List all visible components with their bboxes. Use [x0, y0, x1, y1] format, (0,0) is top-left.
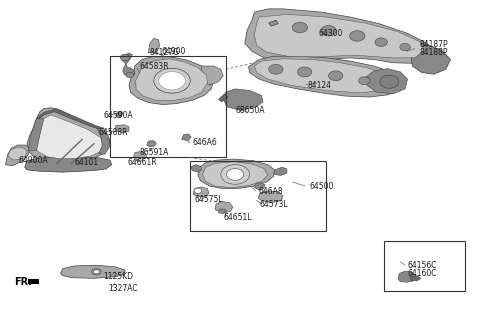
Polygon shape: [198, 159, 275, 189]
Circle shape: [298, 67, 312, 77]
Bar: [190, 161, 326, 231]
Text: 64583R: 64583R: [140, 62, 169, 71]
Text: 68650A: 68650A: [235, 106, 264, 114]
Polygon shape: [275, 167, 287, 175]
Bar: [384, 241, 465, 291]
Polygon shape: [5, 145, 29, 166]
Polygon shape: [254, 183, 265, 190]
Polygon shape: [254, 59, 396, 93]
Text: 64900A: 64900A: [18, 156, 48, 165]
Circle shape: [380, 75, 399, 88]
Polygon shape: [365, 69, 408, 94]
Polygon shape: [258, 191, 283, 203]
Polygon shape: [36, 109, 104, 129]
Text: 646A6: 646A6: [192, 138, 217, 147]
Circle shape: [349, 31, 365, 41]
Polygon shape: [191, 165, 202, 172]
Text: 84124: 84124: [307, 81, 331, 90]
Circle shape: [194, 188, 202, 194]
Circle shape: [154, 68, 190, 93]
Polygon shape: [201, 66, 223, 85]
Polygon shape: [148, 38, 159, 53]
Text: FR.: FR.: [14, 277, 32, 287]
Polygon shape: [136, 59, 207, 100]
Text: 64661R: 64661R: [128, 158, 157, 167]
Text: 64588R: 64588R: [99, 129, 128, 137]
Text: 64900: 64900: [161, 47, 185, 56]
Polygon shape: [223, 89, 263, 110]
Polygon shape: [203, 162, 268, 188]
Polygon shape: [218, 209, 227, 214]
Polygon shape: [398, 271, 416, 282]
Circle shape: [328, 71, 343, 81]
Text: 64573L: 64573L: [259, 200, 288, 209]
Circle shape: [321, 26, 336, 36]
Text: 64651L: 64651L: [223, 214, 252, 222]
Text: 64160C: 64160C: [408, 269, 437, 278]
Polygon shape: [27, 108, 110, 163]
Polygon shape: [60, 265, 125, 278]
Text: 64156C: 64156C: [408, 261, 437, 270]
Circle shape: [292, 22, 308, 33]
Circle shape: [94, 270, 99, 274]
Polygon shape: [147, 140, 156, 147]
Polygon shape: [116, 111, 123, 118]
Polygon shape: [218, 94, 228, 102]
Polygon shape: [8, 148, 27, 160]
Circle shape: [221, 165, 250, 184]
Polygon shape: [269, 20, 278, 26]
Polygon shape: [410, 276, 421, 281]
Polygon shape: [129, 56, 214, 105]
Text: 64500: 64500: [310, 182, 334, 191]
Circle shape: [92, 269, 101, 275]
Circle shape: [158, 72, 185, 90]
Polygon shape: [215, 202, 233, 213]
Circle shape: [375, 38, 387, 47]
Text: 64101: 64101: [75, 158, 99, 167]
Text: 1327AC: 1327AC: [108, 284, 138, 293]
Polygon shape: [34, 115, 104, 159]
Polygon shape: [24, 157, 112, 172]
Text: 1125KD: 1125KD: [104, 272, 133, 281]
Polygon shape: [116, 125, 129, 133]
Circle shape: [400, 44, 410, 51]
Bar: [110, 56, 226, 157]
Text: 64300: 64300: [319, 29, 343, 38]
Circle shape: [126, 72, 134, 78]
Polygon shape: [97, 128, 110, 154]
Text: 84127G: 84127G: [149, 49, 179, 57]
Polygon shape: [28, 118, 44, 151]
Circle shape: [359, 77, 370, 85]
Polygon shape: [245, 9, 436, 63]
Text: 646A8: 646A8: [258, 187, 283, 196]
Circle shape: [269, 64, 283, 74]
Polygon shape: [136, 157, 144, 162]
Polygon shape: [254, 14, 424, 58]
Text: 86591A: 86591A: [140, 148, 169, 157]
Polygon shape: [193, 187, 209, 197]
Text: 64575L: 64575L: [194, 195, 223, 204]
Polygon shape: [411, 43, 451, 74]
Polygon shape: [181, 134, 191, 140]
Text: 84188P: 84188P: [420, 49, 448, 57]
Polygon shape: [134, 152, 147, 159]
Text: 64590A: 64590A: [104, 111, 133, 119]
Circle shape: [120, 54, 130, 61]
Text: 84187P: 84187P: [420, 40, 448, 49]
Polygon shape: [249, 56, 403, 97]
Circle shape: [227, 169, 244, 180]
Polygon shape: [28, 279, 39, 284]
Polygon shape: [121, 53, 135, 76]
